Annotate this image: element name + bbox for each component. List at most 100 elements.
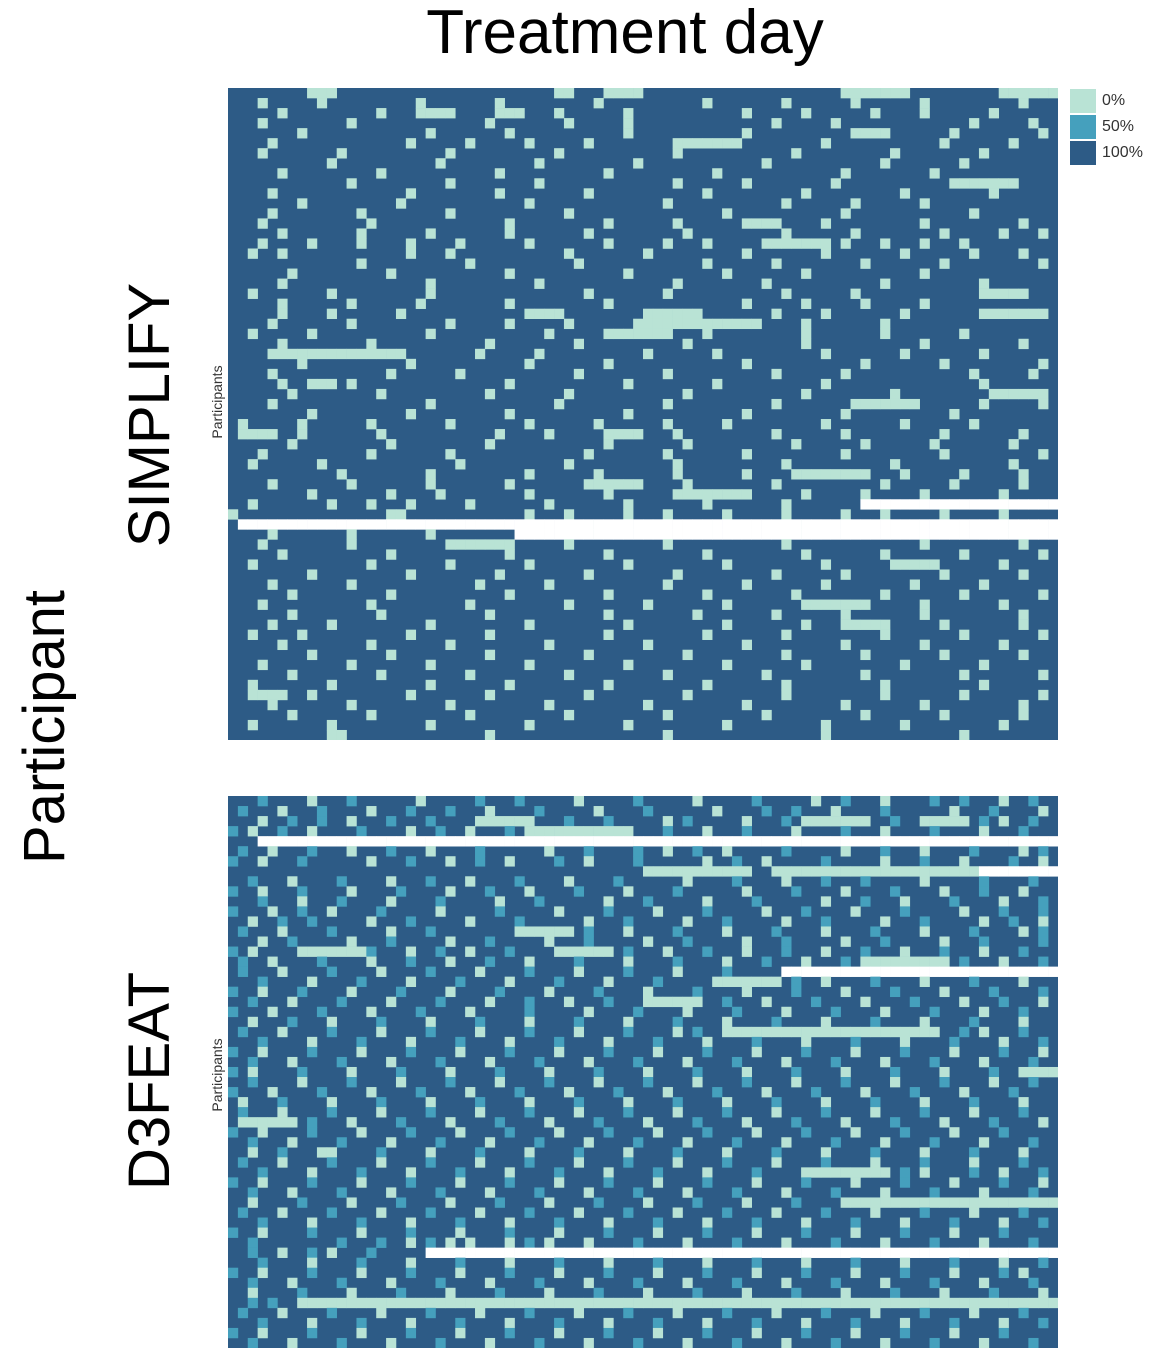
heatmap-cell [287, 996, 298, 1008]
heatmap-cell [395, 1297, 407, 1309]
heatmap-cell [860, 599, 871, 610]
heatmap-cell [939, 836, 950, 847]
heatmap-cell [297, 128, 308, 139]
heatmap-cell [247, 1117, 258, 1128]
heatmap-cell [672, 138, 683, 149]
heatmap-cell [228, 826, 239, 837]
heatmap-cell [820, 138, 832, 149]
heatmap-cell [712, 866, 723, 877]
heatmap-cell [445, 856, 456, 867]
heatmap-cell [890, 1297, 901, 1309]
heatmap-cell [741, 128, 752, 139]
heatmap-cell [919, 599, 930, 610]
heatmap-cell [751, 1036, 762, 1048]
heatmap-cell [1018, 519, 1029, 530]
heatmap-cell [692, 836, 703, 847]
heatmap-cell [899, 88, 911, 99]
heatmap-cell [267, 906, 278, 917]
heatmap-cell [297, 986, 308, 998]
heatmap-cell [534, 1277, 545, 1289]
heatmap-cell [998, 719, 1009, 731]
heatmap-cell [741, 108, 752, 119]
heatmap-cell [356, 1267, 367, 1279]
heatmap-cell [573, 338, 585, 350]
heatmap-cell [1008, 966, 1019, 977]
heatmap-cell [880, 519, 891, 530]
heatmap-cell [445, 956, 456, 967]
heatmap-cell [731, 1277, 743, 1289]
heatmap-cell [366, 419, 377, 430]
heatmap-cell [544, 846, 555, 857]
heatmap-cell [791, 986, 802, 998]
heatmap-cell [741, 639, 752, 651]
heatmap-cell [751, 1267, 762, 1279]
heatmap-cell [346, 699, 357, 711]
heatmap-cell [702, 529, 713, 540]
heatmap-cell [623, 408, 634, 420]
heatmap-cell [810, 836, 822, 847]
heatmap-cell [810, 519, 822, 530]
heatmap-cell [326, 1107, 337, 1118]
heatmap-cell [405, 358, 417, 370]
panel-d3feat-y-label: Participants [209, 1038, 225, 1112]
heatmap-cell [544, 926, 555, 937]
heatmap-cell [257, 796, 268, 807]
heatmap-cell [890, 559, 901, 570]
heatmap-cell [712, 378, 723, 390]
heatmap-cell [998, 866, 1009, 877]
heatmap-cell [840, 168, 851, 179]
heatmap-cell [494, 816, 505, 827]
heatmap-cell [929, 439, 940, 450]
heatmap-cell [346, 936, 357, 947]
heatmap-cell [316, 1087, 328, 1098]
heatmap-cell [228, 1006, 239, 1018]
heatmap-cell [820, 1107, 832, 1118]
heatmap-cell [781, 1337, 792, 1348]
heatmap-cell [554, 1247, 565, 1258]
heatmap-cell [969, 519, 980, 530]
heatmap-cell [484, 1337, 496, 1348]
heatmap-cell [969, 178, 980, 189]
heatmap-cell [820, 866, 832, 877]
heatmap-cell [267, 1087, 278, 1098]
heatmap-cell [307, 1177, 318, 1188]
heatmap-cell [277, 338, 288, 350]
heatmap-cell [781, 1056, 792, 1068]
heatmap-cell [662, 729, 673, 740]
heatmap-cell [524, 1097, 535, 1108]
heatmap-cell [899, 896, 911, 907]
heatmap-cell [465, 1087, 476, 1098]
heatmap-cell [623, 1247, 634, 1258]
heatmap-cell [899, 1177, 911, 1188]
heatmap-cell [959, 729, 970, 740]
heatmap-cell [425, 328, 436, 340]
heatmap-cell [998, 1227, 1009, 1238]
heatmap-cell [395, 886, 407, 897]
heatmap-cell [425, 479, 436, 490]
heatmap-cell [386, 549, 397, 560]
heatmap-cell [771, 926, 782, 937]
heatmap-cell [563, 1297, 575, 1309]
heatmap-cell [524, 1026, 535, 1038]
heatmap-cell [484, 388, 496, 400]
heatmap-cell [722, 1207, 733, 1218]
heatmap-cell [376, 1097, 387, 1108]
heatmap-cell [494, 896, 505, 907]
heatmap-cell [297, 1297, 308, 1309]
heatmap-cell [840, 886, 851, 897]
heatmap-cell [880, 1247, 891, 1258]
heatmap-cell [346, 579, 357, 590]
heatmap-cell [524, 966, 535, 977]
heatmap-cell [475, 1157, 486, 1168]
heatmap-cell [287, 388, 298, 400]
heatmap-cell [978, 519, 990, 530]
heatmap-cell [247, 826, 258, 837]
heatmap-cell [1048, 1197, 1058, 1208]
heatmap-cell [425, 1237, 436, 1248]
heatmap-cell [554, 1127, 565, 1138]
heatmap-cell [573, 886, 585, 897]
heatmap-cell [751, 976, 762, 987]
heatmap-cell [484, 338, 496, 350]
heatmap-cell [484, 689, 496, 701]
heatmap-cell [544, 1297, 555, 1309]
